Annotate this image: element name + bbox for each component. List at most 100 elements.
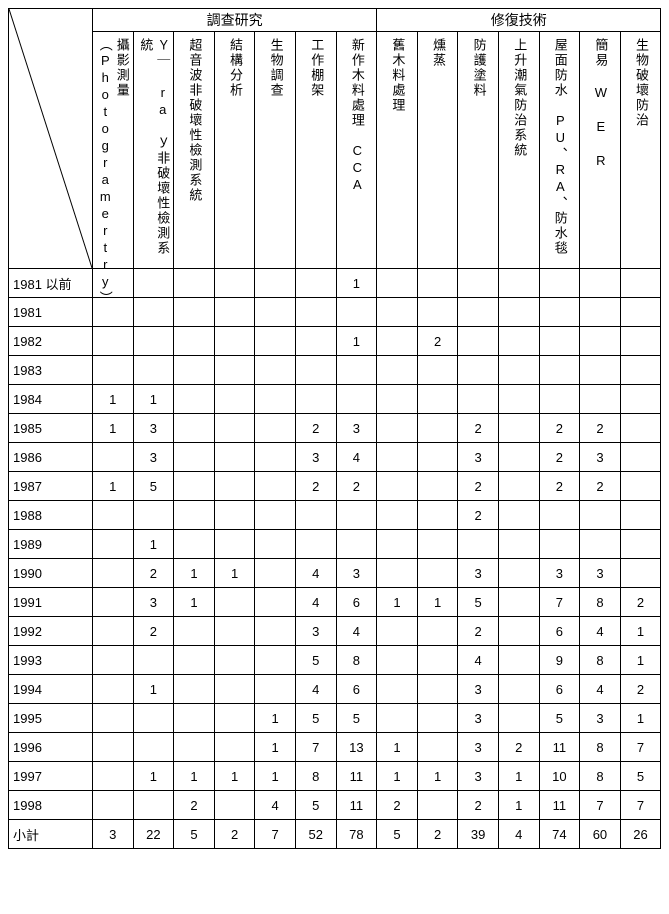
data-cell (620, 501, 661, 530)
data-cell (377, 269, 418, 298)
data-cell (255, 385, 296, 414)
data-cell (295, 356, 336, 385)
data-cell (620, 298, 661, 327)
data-cell: 1 (133, 762, 174, 791)
data-cell: 5 (539, 704, 580, 733)
row-label: 小計 (9, 820, 93, 849)
data-cell: 7 (580, 791, 621, 820)
data-cell: 2 (620, 675, 661, 704)
data-cell: 1 (498, 791, 539, 820)
corner-cell (9, 9, 93, 269)
data-cell (255, 327, 296, 356)
data-cell: 1 (620, 646, 661, 675)
data-cell (214, 385, 255, 414)
data-cell (539, 356, 580, 385)
data-cell (458, 530, 499, 559)
data-cell (417, 269, 458, 298)
data-cell: 2 (458, 472, 499, 501)
data-cell (93, 501, 134, 530)
data-cell (620, 559, 661, 588)
data-cell (498, 530, 539, 559)
data-cell (377, 704, 418, 733)
table-row: 小計322527527852394746026 (9, 820, 661, 849)
data-cell: 4 (580, 675, 621, 704)
data-cell (377, 530, 418, 559)
data-cell (133, 646, 174, 675)
data-cell: 1 (255, 762, 296, 791)
col-header: 攝影測量（Photogramertry） (93, 32, 134, 269)
data-cell: 3 (336, 559, 377, 588)
data-cell (377, 356, 418, 385)
data-cell (377, 327, 418, 356)
data-cell: 8 (336, 646, 377, 675)
data-cell (93, 704, 134, 733)
data-cell (214, 501, 255, 530)
data-cell (620, 530, 661, 559)
data-cell (133, 269, 174, 298)
data-cell (458, 327, 499, 356)
data-cell: 3 (458, 443, 499, 472)
data-cell: 5 (133, 472, 174, 501)
data-cell: 78 (336, 820, 377, 849)
data-cell (539, 298, 580, 327)
data-cell (620, 443, 661, 472)
data-cell: 1 (133, 385, 174, 414)
data-cell: 2 (295, 472, 336, 501)
data-cell (214, 733, 255, 762)
data-cell (539, 501, 580, 530)
data-cell (93, 675, 134, 704)
data-cell: 8 (580, 733, 621, 762)
data-cell: 1 (336, 327, 377, 356)
data-cell (377, 559, 418, 588)
data-cell: 39 (458, 820, 499, 849)
data-cell: 60 (580, 820, 621, 849)
data-cell (620, 327, 661, 356)
table-row: 19891 (9, 530, 661, 559)
data-cell: 2 (417, 820, 458, 849)
data-cell (377, 501, 418, 530)
data-cell (133, 704, 174, 733)
data-cell: 2 (295, 414, 336, 443)
data-cell (417, 704, 458, 733)
data-cell: 1 (255, 733, 296, 762)
data-cell (498, 588, 539, 617)
data-cell (417, 791, 458, 820)
data-cell: 8 (295, 762, 336, 791)
data-cell: 1 (417, 588, 458, 617)
table-row: 1998245112211177 (9, 791, 661, 820)
data-cell: 11 (539, 733, 580, 762)
data-cell: 2 (539, 443, 580, 472)
data-cell: 22 (133, 820, 174, 849)
data-cell: 74 (539, 820, 580, 849)
data-cell: 5 (295, 704, 336, 733)
data-cell (255, 530, 296, 559)
data-cell (295, 327, 336, 356)
row-label: 1988 (9, 501, 93, 530)
data-cell: 2 (458, 414, 499, 443)
data-cell (417, 530, 458, 559)
data-cell (620, 385, 661, 414)
data-cell (458, 356, 499, 385)
data-cell: 10 (539, 762, 580, 791)
row-label: 1993 (9, 646, 93, 675)
row-label: 1984 (9, 385, 93, 414)
data-cell: 3 (580, 704, 621, 733)
data-cell: 3 (458, 559, 499, 588)
data-cell: 4 (336, 617, 377, 646)
data-cell (174, 617, 215, 646)
data-cell (174, 385, 215, 414)
data-cell (377, 675, 418, 704)
row-label: 1995 (9, 704, 93, 733)
data-cell (498, 327, 539, 356)
row-label: 1986 (9, 443, 93, 472)
data-cell (498, 646, 539, 675)
group-header: 調查研究 (93, 9, 377, 32)
data-cell: 1 (214, 762, 255, 791)
data-cell (255, 675, 296, 704)
data-cell (255, 559, 296, 588)
data-cell: 4 (295, 559, 336, 588)
data-cell (93, 762, 134, 791)
data-cell: 1 (93, 385, 134, 414)
data-cell (580, 385, 621, 414)
table-row: 1986334323 (9, 443, 661, 472)
